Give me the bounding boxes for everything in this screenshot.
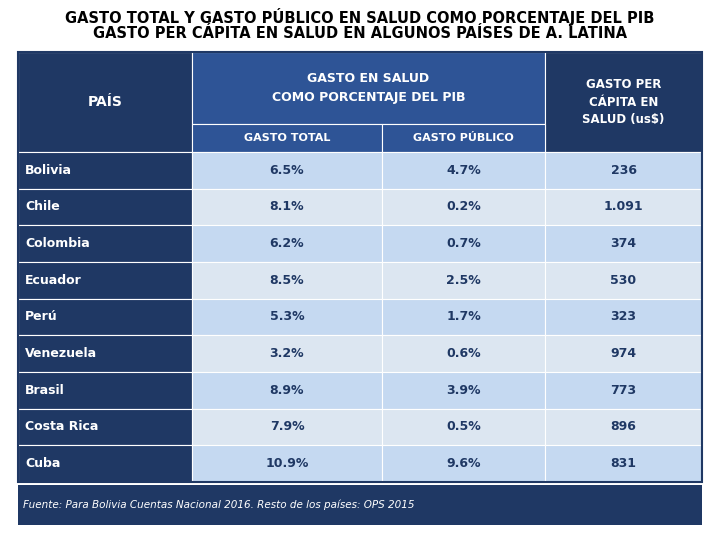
Text: Costa Rica: Costa Rica <box>25 421 99 434</box>
Text: 6.5%: 6.5% <box>270 164 305 177</box>
Bar <box>192 52 545 124</box>
Bar <box>18 372 192 409</box>
Bar <box>18 485 702 525</box>
Text: Bolivia: Bolivia <box>25 164 72 177</box>
Bar <box>192 225 382 262</box>
Text: Venezuela: Venezuela <box>25 347 97 360</box>
Bar <box>382 446 545 482</box>
Text: 974: 974 <box>611 347 636 360</box>
Bar <box>545 52 702 152</box>
Bar <box>18 262 192 299</box>
Text: 2.5%: 2.5% <box>446 274 481 287</box>
Bar <box>18 188 192 225</box>
Bar <box>545 225 702 262</box>
Text: 831: 831 <box>611 457 636 470</box>
Text: 1.091: 1.091 <box>603 200 643 213</box>
Bar <box>18 152 192 188</box>
Bar <box>382 152 545 188</box>
Bar <box>192 446 382 482</box>
Bar <box>192 335 382 372</box>
Bar <box>18 335 192 372</box>
Text: PAÍS: PAÍS <box>88 95 122 109</box>
Bar <box>382 335 545 372</box>
Text: 3.2%: 3.2% <box>270 347 305 360</box>
Bar <box>545 188 702 225</box>
Bar <box>18 52 702 482</box>
Text: 3.9%: 3.9% <box>446 384 481 397</box>
Bar <box>192 409 382 446</box>
Text: 236: 236 <box>611 164 636 177</box>
Bar <box>192 188 382 225</box>
Bar <box>382 299 545 335</box>
Text: 773: 773 <box>611 384 636 397</box>
Text: 530: 530 <box>611 274 636 287</box>
Text: 374: 374 <box>611 237 636 250</box>
Bar <box>18 409 192 446</box>
Bar <box>545 152 702 188</box>
Bar <box>192 124 382 152</box>
Text: Perú: Perú <box>25 310 58 323</box>
Bar <box>192 299 382 335</box>
Bar <box>382 225 545 262</box>
Text: Chile: Chile <box>25 200 60 213</box>
Text: 8.1%: 8.1% <box>270 200 305 213</box>
Bar <box>545 409 702 446</box>
Bar <box>382 409 545 446</box>
Text: GASTO EN SALUD
COMO PORCENTAJE DEL PIB: GASTO EN SALUD COMO PORCENTAJE DEL PIB <box>271 72 465 104</box>
Text: GASTO TOTAL Y GASTO PÚBLICO EN SALUD COMO PORCENTAJE DEL PIB: GASTO TOTAL Y GASTO PÚBLICO EN SALUD COM… <box>66 8 654 26</box>
Bar <box>192 262 382 299</box>
Text: GASTO PER CÁPITA EN SALUD EN ALGUNOS PAÍSES DE A. LATINA: GASTO PER CÁPITA EN SALUD EN ALGUNOS PAÍ… <box>93 25 627 40</box>
Text: Brasil: Brasil <box>25 384 65 397</box>
Bar <box>545 262 702 299</box>
Bar <box>545 299 702 335</box>
Text: 0.2%: 0.2% <box>446 200 481 213</box>
Text: 896: 896 <box>611 421 636 434</box>
Text: 6.2%: 6.2% <box>270 237 305 250</box>
Text: 10.9%: 10.9% <box>265 457 309 470</box>
Text: 8.5%: 8.5% <box>270 274 305 287</box>
Text: Cuba: Cuba <box>25 457 60 470</box>
Text: 8.9%: 8.9% <box>270 384 305 397</box>
Bar <box>18 446 192 482</box>
Text: GASTO TOTAL: GASTO TOTAL <box>244 133 330 143</box>
Bar <box>382 124 545 152</box>
Text: 9.6%: 9.6% <box>446 457 481 470</box>
Text: 0.5%: 0.5% <box>446 421 481 434</box>
Bar <box>18 225 192 262</box>
Text: Fuente: Para Bolivia Cuentas Nacional 2016. Resto de los países: OPS 2015: Fuente: Para Bolivia Cuentas Nacional 20… <box>23 500 415 510</box>
Bar <box>18 299 192 335</box>
Text: GASTO PER
CÁPITA EN
SALUD (us$): GASTO PER CÁPITA EN SALUD (us$) <box>582 78 665 126</box>
Bar <box>382 372 545 409</box>
Text: 323: 323 <box>611 310 636 323</box>
Bar <box>192 372 382 409</box>
Text: GASTO PÚBLICO: GASTO PÚBLICO <box>413 133 514 143</box>
Bar <box>382 188 545 225</box>
Text: Ecuador: Ecuador <box>25 274 82 287</box>
Text: 0.6%: 0.6% <box>446 347 481 360</box>
Text: 7.9%: 7.9% <box>270 421 305 434</box>
Bar <box>545 372 702 409</box>
Bar <box>545 446 702 482</box>
Bar <box>18 52 192 152</box>
Text: 5.3%: 5.3% <box>270 310 305 323</box>
Bar <box>382 262 545 299</box>
Text: 0.7%: 0.7% <box>446 237 481 250</box>
Bar <box>192 152 382 188</box>
Text: 4.7%: 4.7% <box>446 164 481 177</box>
Text: 1.7%: 1.7% <box>446 310 481 323</box>
Text: Colombia: Colombia <box>25 237 90 250</box>
Bar <box>545 335 702 372</box>
